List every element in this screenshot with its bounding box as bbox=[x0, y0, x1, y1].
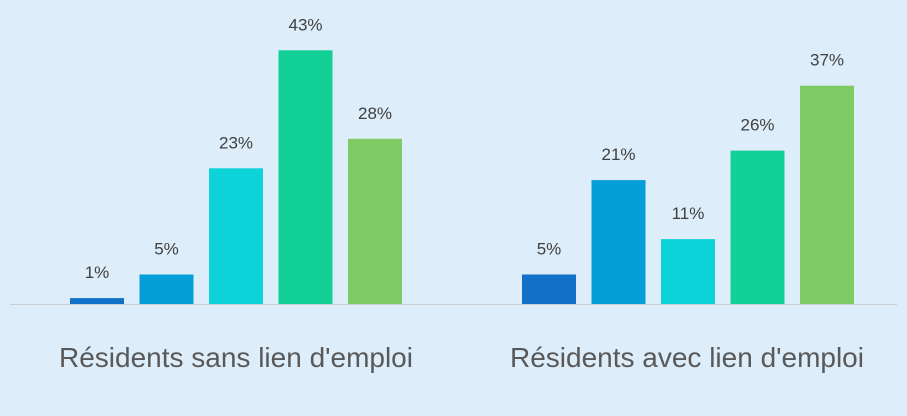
bar bbox=[278, 50, 333, 304]
data-label: 1% bbox=[85, 263, 110, 282]
data-label: 21% bbox=[601, 145, 635, 164]
data-label: 28% bbox=[358, 104, 392, 123]
bar bbox=[522, 274, 576, 304]
bar bbox=[209, 168, 263, 304]
bar bbox=[70, 298, 124, 304]
data-label: 5% bbox=[154, 240, 179, 259]
data-label: 11% bbox=[672, 204, 705, 223]
data-label: 43% bbox=[288, 15, 322, 34]
bar bbox=[591, 180, 646, 304]
data-label: 5% bbox=[537, 240, 562, 259]
category-label: Résidents sans lien d'emploi bbox=[59, 342, 413, 373]
bar bbox=[139, 274, 194, 304]
data-label: 26% bbox=[740, 116, 774, 135]
data-label: 23% bbox=[219, 133, 253, 152]
data-label: 37% bbox=[810, 51, 844, 70]
bar bbox=[348, 138, 402, 304]
category-label: Résidents avec lien d'emploi bbox=[510, 342, 864, 373]
bar bbox=[800, 85, 854, 304]
bar bbox=[661, 239, 715, 304]
bar bbox=[730, 150, 785, 304]
